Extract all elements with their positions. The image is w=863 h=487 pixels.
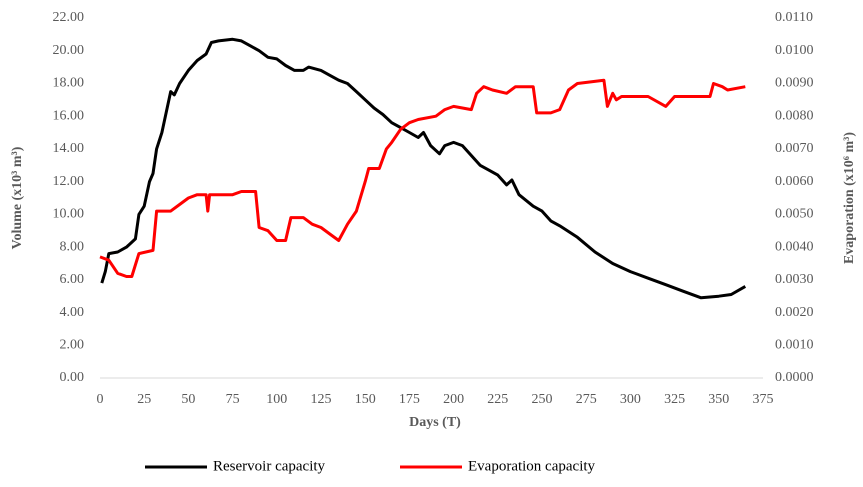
y-tick-label: 10.00: [53, 207, 85, 222]
legend-label: Evaporation capacity: [468, 458, 596, 474]
y-tick-label: 12.00: [53, 174, 85, 189]
x-tick-label: 275: [576, 392, 597, 407]
y2-axis-title: Evaporation (x10⁶ m³): [842, 132, 857, 264]
x-tick-label: 75: [226, 392, 240, 407]
x-tick-label: 325: [664, 392, 685, 407]
x-tick-label: 25: [137, 392, 151, 407]
x-tick-label: 300: [620, 392, 641, 407]
x-tick-label: 250: [532, 392, 553, 407]
x-tick-label: 125: [311, 392, 332, 407]
y-axis-title: Volume (x10³ m³): [10, 146, 25, 249]
y2-tick-label: 0.0060: [775, 174, 814, 189]
x-tick-label: 100: [266, 392, 287, 407]
x-tick-label: 175: [399, 392, 420, 407]
y2-tick-label: 0.0030: [775, 272, 814, 287]
x-tick-label: 375: [753, 392, 774, 407]
y2-tick-label: 0.0100: [775, 43, 814, 58]
x-tick-label: 50: [181, 392, 195, 407]
y-tick-label: 14.00: [53, 141, 85, 156]
y2-tick-label: 0.0090: [775, 76, 814, 91]
data-line: [100, 37, 747, 300]
x-tick-label: 0: [97, 392, 104, 407]
data-line: [99, 78, 746, 278]
y2-tick-label: 0.0050: [775, 207, 814, 222]
y-tick-label: 6.00: [60, 272, 85, 287]
legend-label: Reservoir capacity: [213, 458, 326, 474]
y2-tick-label: 0.0080: [775, 108, 814, 123]
x-tick-label: 350: [708, 392, 729, 407]
y2-tick-label: 0.0000: [775, 370, 814, 385]
y-tick-label: 2.00: [60, 337, 85, 352]
y-tick-label: 8.00: [60, 239, 85, 254]
y2-tick-label: 0.0070: [775, 141, 814, 156]
y2-tick-label: 0.0040: [775, 239, 814, 254]
y-tick-label: 18.00: [53, 76, 85, 91]
y-tick-label: 4.00: [60, 305, 85, 320]
y-tick-label: 16.00: [53, 108, 85, 123]
x-tick-label: 200: [443, 392, 464, 407]
y-tick-label: 22.00: [53, 10, 85, 25]
x-axis-title: Days (T): [409, 415, 461, 430]
x-tick-label: 225: [487, 392, 508, 407]
y2-tick-label: 0.0020: [775, 305, 814, 320]
y2-tick-label: 0.0110: [775, 10, 813, 25]
y2-tick-label: 0.0010: [775, 337, 814, 352]
y-tick-label: 20.00: [53, 43, 85, 58]
x-tick-label: 150: [355, 392, 376, 407]
y-tick-label: 0.00: [60, 370, 85, 385]
